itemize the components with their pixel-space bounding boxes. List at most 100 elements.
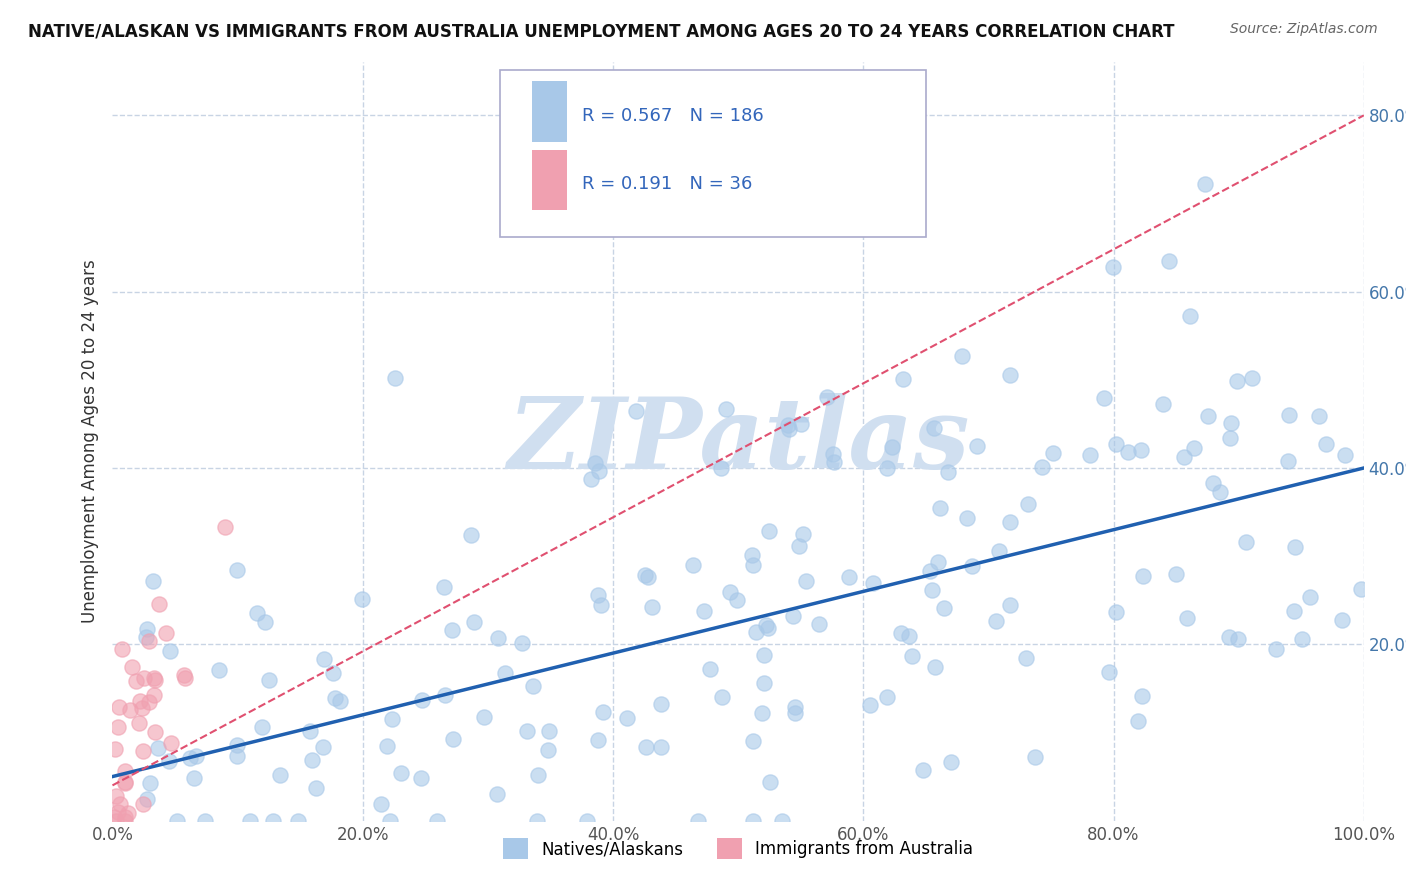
Point (522, 679, 544, 693)
Point (166, 814, 188, 828)
Point (433, 580, 456, 594)
Point (146, 740, 169, 755)
Point (250, 720, 273, 734)
Point (1152, 397, 1174, 411)
Point (725, 593, 748, 607)
Point (588, 464, 610, 478)
Point (352, 591, 374, 606)
Point (114, 810, 136, 824)
Point (984, 614, 1007, 628)
Point (440, 623, 463, 637)
Point (960, 558, 983, 573)
Point (494, 666, 516, 681)
Text: ZIPatlas: ZIPatlas (508, 393, 969, 490)
Point (1173, 450, 1195, 464)
Point (901, 648, 924, 663)
Point (510, 636, 533, 650)
Point (1164, 567, 1187, 582)
Point (1078, 448, 1101, 462)
Point (579, 473, 602, 487)
Point (742, 558, 765, 572)
Text: Source: ZipAtlas.com: Source: ZipAtlas.com (1230, 22, 1378, 37)
Point (225, 748, 247, 763)
Point (1024, 749, 1046, 764)
Point (287, 814, 309, 828)
Point (1042, 446, 1064, 460)
Point (998, 599, 1021, 613)
Point (143, 672, 166, 686)
Point (377, 739, 399, 754)
Point (1130, 689, 1153, 703)
Point (998, 368, 1021, 383)
Text: R = 0.191   N = 36: R = 0.191 N = 36 (582, 175, 752, 193)
Point (742, 814, 765, 828)
Point (139, 775, 162, 789)
Point (226, 739, 249, 753)
Point (862, 575, 884, 590)
Point (1132, 569, 1154, 583)
Point (859, 698, 882, 712)
Point (1105, 437, 1128, 451)
Point (329, 693, 352, 707)
Point (998, 516, 1021, 530)
Point (807, 617, 830, 632)
Point (384, 371, 406, 385)
Point (770, 814, 793, 828)
Point (1330, 613, 1353, 627)
Point (239, 814, 262, 828)
Point (752, 648, 775, 662)
Point (956, 511, 979, 525)
Point (890, 626, 912, 640)
Point (1282, 604, 1305, 618)
Point (1178, 309, 1201, 323)
Point (155, 625, 177, 640)
Point (752, 676, 775, 690)
Point (893, 372, 915, 386)
Point (1202, 475, 1225, 490)
Point (425, 814, 447, 828)
Point (876, 690, 898, 704)
Point (301, 753, 323, 767)
Point (755, 618, 778, 632)
Point (463, 615, 485, 629)
Point (1098, 665, 1121, 680)
Point (148, 597, 170, 611)
Point (1031, 459, 1053, 474)
Point (1278, 408, 1301, 422)
Point (537, 742, 560, 756)
Point (718, 584, 741, 599)
Point (246, 606, 269, 620)
Point (641, 599, 664, 614)
Point (143, 673, 166, 687)
Point (794, 574, 817, 588)
Point (132, 797, 155, 812)
Point (634, 568, 657, 582)
Point (114, 764, 136, 778)
Point (157, 754, 180, 768)
Point (1350, 582, 1372, 596)
Point (650, 697, 672, 711)
Point (138, 695, 160, 709)
Point (1299, 590, 1322, 604)
Point (114, 775, 136, 789)
Point (114, 776, 136, 790)
Point (785, 700, 807, 714)
Text: NATIVE/ALASKAN VS IMMIGRANTS FROM AUSTRALIA UNEMPLOYMENT AMONG AGES 20 TO 24 YEA: NATIVE/ALASKAN VS IMMIGRANTS FROM AUSTRA… (28, 22, 1174, 40)
Point (576, 814, 599, 828)
Point (1092, 391, 1115, 405)
Point (1240, 371, 1263, 385)
Point (966, 439, 988, 453)
Point (1284, 541, 1306, 555)
Point (1218, 630, 1240, 644)
Point (1126, 714, 1149, 728)
Point (226, 563, 249, 577)
Point (589, 598, 612, 612)
Point (381, 712, 404, 726)
Point (929, 501, 952, 516)
Point (782, 608, 804, 623)
Point (1015, 651, 1038, 665)
Point (920, 564, 942, 578)
Point (104, 789, 127, 803)
Point (174, 671, 197, 685)
Point (134, 671, 156, 685)
